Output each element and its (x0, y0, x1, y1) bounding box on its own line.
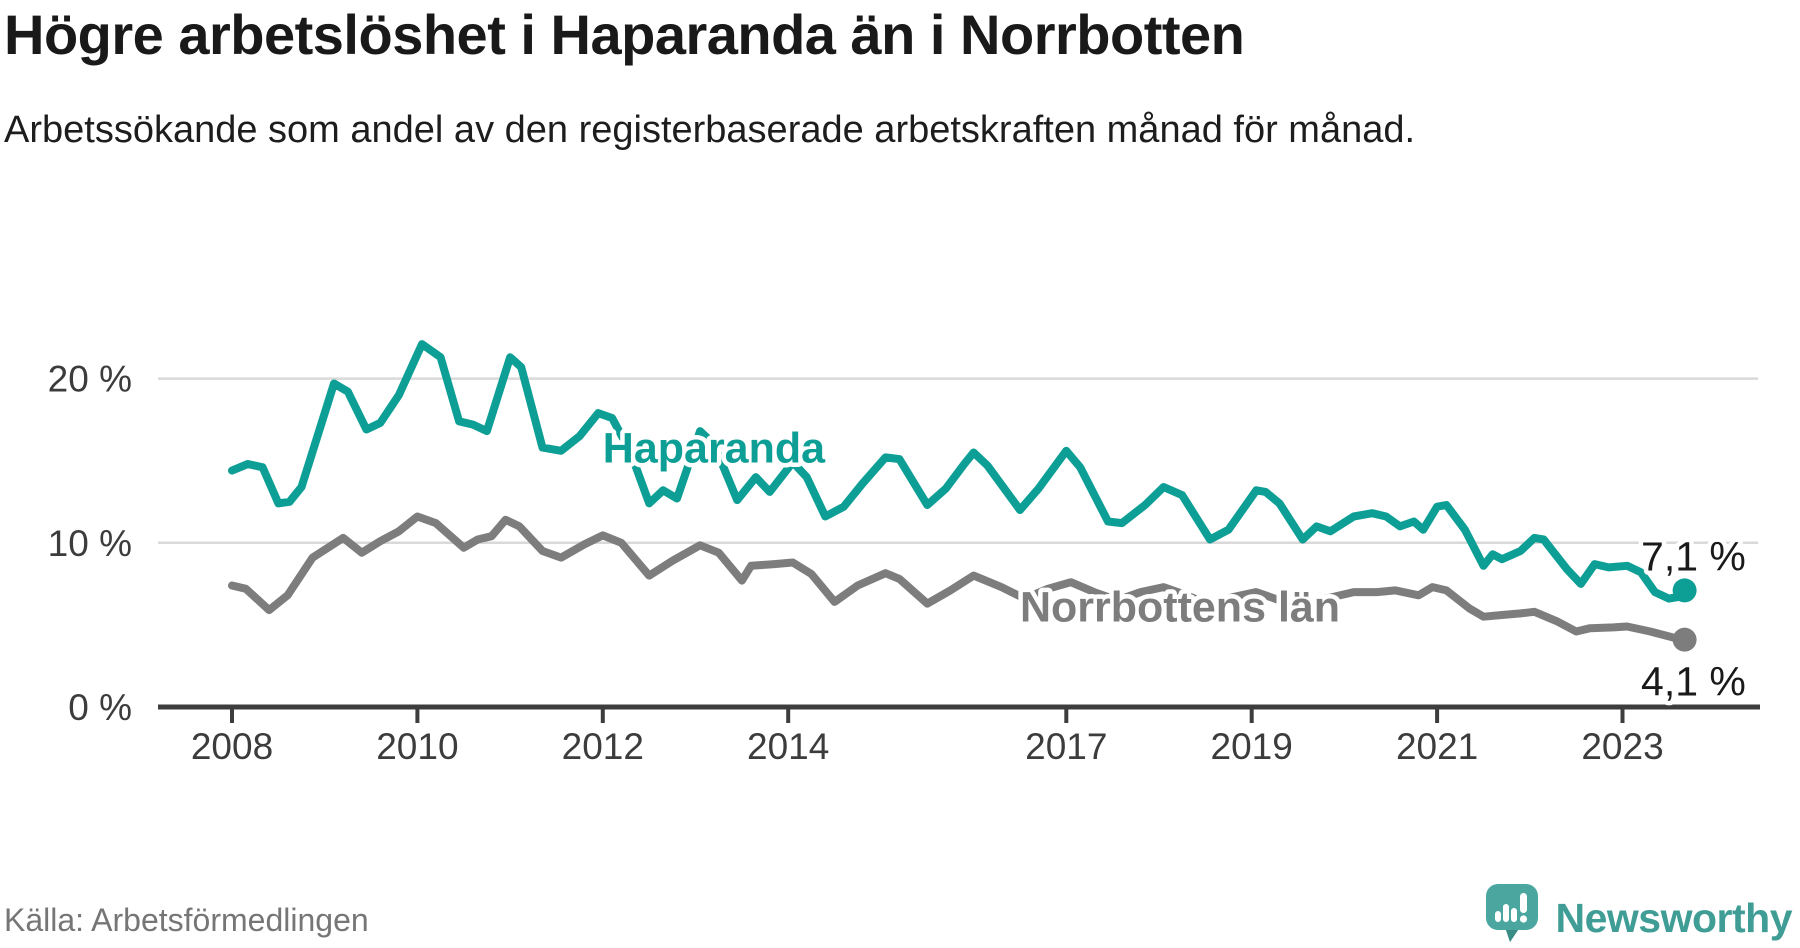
x-tick-label: 2014 (747, 726, 829, 767)
x-tick-label: 2023 (1581, 726, 1663, 767)
series-value-label: 7,1 % (1641, 534, 1746, 580)
x-tick-label: 2012 (562, 726, 644, 767)
series-endpoint-dot (1672, 578, 1697, 603)
x-tick-label: 2017 (1025, 726, 1107, 767)
series-line-haparanda (228, 340, 1689, 603)
series-endpoint-dot (1672, 627, 1697, 652)
x-tick-label: 2010 (376, 726, 458, 767)
y-tick-label: 0 % (68, 687, 132, 728)
x-tick-label: 2008 (191, 726, 273, 767)
bar-chart-speech-bubble-icon (1485, 884, 1538, 942)
series-label: Norrbottens län (1020, 584, 1340, 632)
series-value-label: 4,1 % (1641, 659, 1746, 705)
brand-logo: Newsworthy (1485, 884, 1793, 948)
x-tick-label: 2021 (1396, 726, 1478, 767)
series-label: Haparanda (603, 424, 826, 472)
x-tick-label: 2019 (1211, 726, 1293, 767)
source-note: Källa: Arbetsförmedlingen (4, 902, 369, 938)
y-tick-label: 10 % (48, 523, 132, 564)
chart-subtitle: Arbetssökande som andel av den registerb… (4, 109, 1416, 151)
page-title: Högre arbetslöshet i Haparanda än i Norr… (4, 3, 1245, 66)
brand-name: Newsworthy (1555, 894, 1793, 941)
y-tick-label: 20 % (48, 359, 132, 400)
series-line-norrbottens-l-n (228, 512, 1689, 644)
